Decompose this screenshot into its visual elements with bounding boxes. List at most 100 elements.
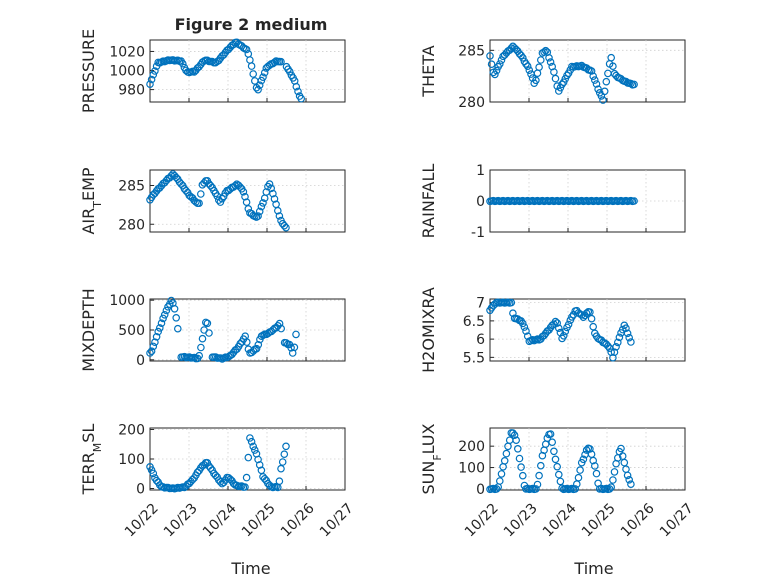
series-markers bbox=[486, 42, 638, 104]
data-point bbox=[294, 87, 302, 96]
data-point bbox=[574, 473, 583, 482]
data-point bbox=[576, 466, 584, 474]
data-point bbox=[160, 310, 169, 319]
data-point bbox=[520, 323, 529, 331]
data-point bbox=[243, 338, 251, 346]
data-point bbox=[587, 314, 596, 323]
x-tick-label: 10/22 bbox=[122, 500, 162, 540]
data-point bbox=[556, 477, 565, 486]
data-point bbox=[254, 455, 262, 464]
data-point bbox=[554, 324, 563, 333]
data-point bbox=[246, 434, 254, 442]
series-markers bbox=[146, 296, 300, 363]
data-point bbox=[553, 319, 562, 327]
data-point bbox=[518, 319, 527, 328]
data-point bbox=[592, 80, 601, 88]
data-point bbox=[535, 63, 543, 71]
data-point bbox=[518, 53, 527, 62]
y-tick-label: 285 bbox=[118, 179, 145, 195]
data-point bbox=[532, 485, 540, 493]
data-point bbox=[275, 212, 284, 220]
x-tick-label: 10/24 bbox=[200, 500, 240, 540]
data-point bbox=[582, 309, 591, 318]
data-point bbox=[278, 458, 287, 466]
data-point bbox=[252, 344, 261, 353]
x-axis-label-right: Time bbox=[573, 559, 613, 578]
data-point bbox=[146, 349, 154, 357]
y-tick-label: 1 bbox=[476, 163, 485, 179]
data-point bbox=[617, 444, 625, 453]
data-point bbox=[156, 324, 164, 332]
data-point bbox=[277, 324, 286, 333]
data-point bbox=[195, 351, 204, 360]
data-point bbox=[290, 343, 299, 352]
data-point bbox=[197, 190, 205, 198]
data-point bbox=[239, 188, 248, 196]
data-point bbox=[149, 469, 158, 478]
data-point bbox=[267, 184, 276, 193]
data-point bbox=[627, 338, 635, 346]
data-point bbox=[541, 46, 550, 55]
chart-title: Figure 2 medium bbox=[175, 15, 328, 34]
data-point bbox=[502, 449, 511, 458]
data-point bbox=[249, 70, 258, 78]
y-axis-label: PRESSURE bbox=[79, 29, 98, 113]
data-point bbox=[536, 56, 545, 64]
y-tick-label: 0 bbox=[136, 353, 145, 369]
data-point bbox=[599, 96, 607, 104]
data-point bbox=[561, 327, 570, 336]
data-point bbox=[198, 334, 207, 343]
data-point bbox=[260, 68, 269, 77]
series-markers bbox=[146, 38, 306, 103]
data-point bbox=[259, 331, 268, 340]
data-point bbox=[518, 471, 527, 480]
data-point bbox=[273, 206, 282, 215]
data-point bbox=[546, 58, 555, 66]
data-point bbox=[564, 320, 573, 329]
data-point bbox=[551, 455, 560, 464]
data-point bbox=[172, 313, 181, 322]
data-point bbox=[630, 197, 638, 205]
data-point bbox=[152, 332, 161, 341]
data-point bbox=[590, 76, 599, 84]
data-point bbox=[179, 59, 187, 68]
data-point bbox=[292, 330, 300, 339]
data-point bbox=[206, 464, 215, 472]
data-point bbox=[285, 67, 294, 76]
data-point bbox=[154, 327, 163, 336]
data-point bbox=[255, 207, 264, 216]
x-tick-label: 10/26 bbox=[618, 500, 658, 540]
data-point bbox=[297, 94, 306, 103]
data-point bbox=[165, 300, 174, 309]
series-markers bbox=[486, 429, 635, 494]
data-point bbox=[558, 80, 566, 89]
data-point bbox=[577, 311, 586, 319]
data-point bbox=[259, 199, 267, 207]
data-point bbox=[492, 485, 501, 493]
data-point bbox=[147, 347, 156, 356]
y-tick-label: 500 bbox=[118, 323, 145, 339]
data-point bbox=[507, 44, 516, 53]
data-point bbox=[509, 429, 517, 437]
data-point bbox=[622, 324, 630, 333]
data-point bbox=[287, 343, 295, 352]
data-point bbox=[510, 431, 519, 440]
data-point bbox=[623, 329, 632, 338]
data-point bbox=[625, 333, 634, 342]
data-point bbox=[491, 70, 499, 79]
data-point bbox=[151, 67, 159, 75]
data-point bbox=[509, 309, 517, 318]
data-point bbox=[147, 75, 156, 84]
data-point bbox=[244, 453, 253, 462]
data-point bbox=[255, 81, 264, 90]
x-tick-label: 10/23 bbox=[501, 500, 541, 540]
data-point bbox=[525, 66, 534, 75]
y-axis-label: MIXDEPTH bbox=[79, 288, 98, 371]
data-point bbox=[533, 480, 542, 489]
y-tick-label: 0 bbox=[476, 194, 485, 210]
data-point bbox=[275, 477, 284, 486]
data-point bbox=[497, 470, 506, 478]
data-point bbox=[590, 462, 599, 470]
data-point bbox=[205, 329, 213, 337]
